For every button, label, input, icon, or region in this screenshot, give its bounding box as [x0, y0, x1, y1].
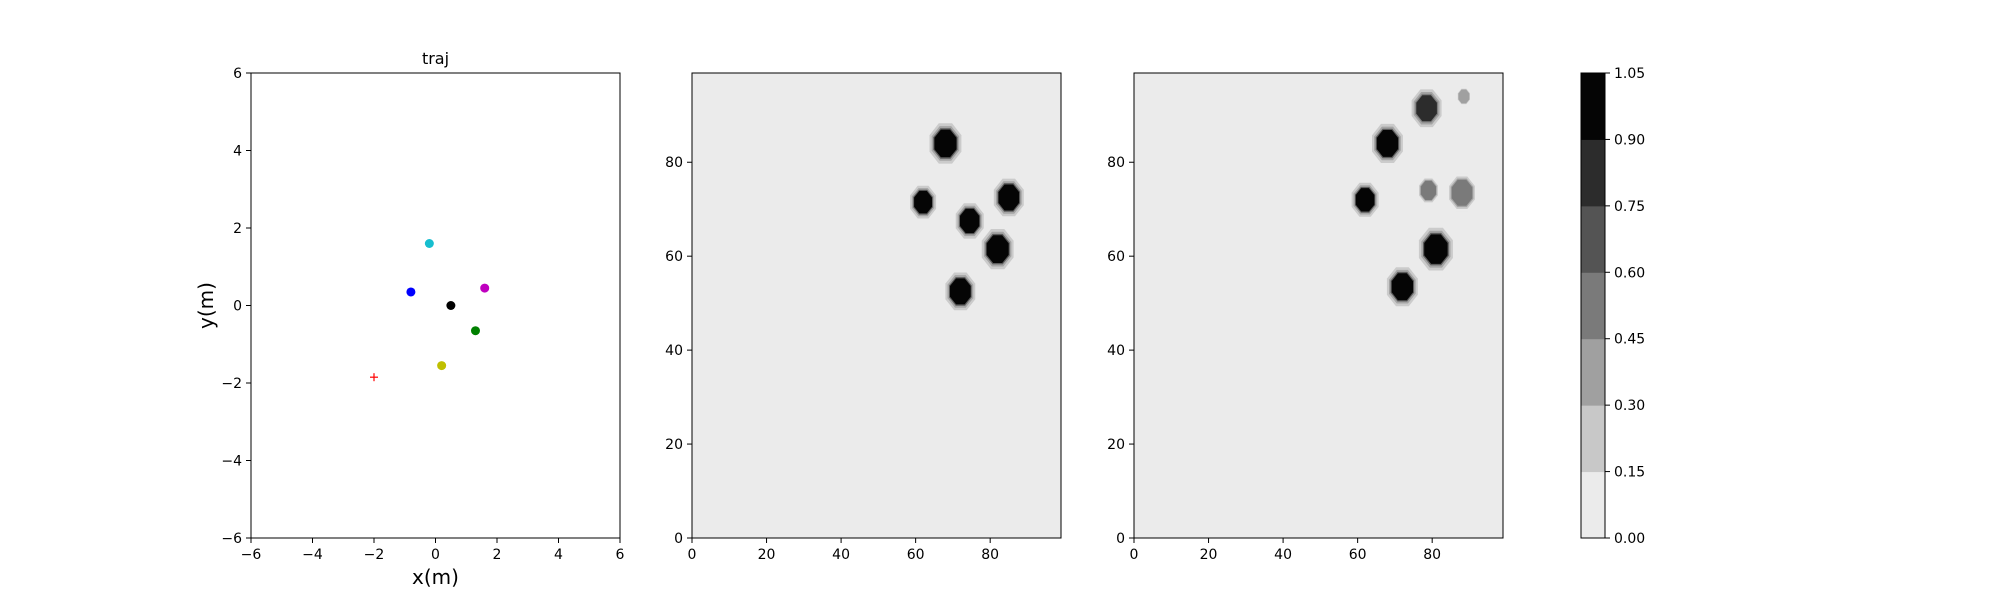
gt-blob [981, 229, 1014, 270]
pred-x-tick-label: 80 [1423, 547, 1441, 563]
trajectory-y-tick-label: 2 [233, 221, 242, 237]
gt-x-tick-label: 0 [688, 547, 697, 563]
pred-blob [1372, 123, 1403, 163]
occupancy-map-ground-truth: 0 20 40 60 80 0 20 40 60 80 [665, 72, 1062, 563]
colorbar-band [1581, 139, 1605, 207]
pred-y-tick-label: 20 [1107, 437, 1125, 453]
trajectory-x-ticks: −6 −4 −2 0 2 4 6 [241, 538, 625, 563]
trajectory-plot: −6 −4 −2 0 2 4 6 −6 −4 −2 0 2 4 6 traj x(m) y(m) [194, 49, 625, 589]
predicted-x-ticks: 0 20 40 60 80 [1130, 538, 1441, 563]
occupancy-map-ground-truth-area [692, 73, 1061, 538]
colorbar-band [1581, 73, 1605, 140]
colorbar-band [1581, 205, 1605, 273]
colorbar-tick-label: 0.45 [1614, 332, 1645, 348]
pred-y-tick-label: 80 [1107, 155, 1125, 171]
trajectory-y-tick-label: −6 [221, 531, 242, 547]
colorbar: 0.00 0.15 0.30 0.45 0.60 0.75 0.90 1.05 [1580, 66, 1645, 547]
pred-blob [1386, 267, 1418, 307]
trajectory-y-ticks: −6 −4 −2 0 2 4 6 [221, 66, 251, 547]
gt-blob [955, 203, 984, 239]
trajectory-points [370, 239, 490, 382]
gt-x-tick-label: 40 [832, 547, 850, 563]
trajectory-point-plus [370, 373, 378, 382]
colorbar-tick-label: 0.00 [1614, 531, 1645, 547]
gt-x-tick-label: 80 [981, 547, 999, 563]
colorbar-band [1581, 405, 1605, 473]
trajectory-point [480, 283, 490, 293]
colorbar-tick-label: 0.60 [1614, 265, 1645, 281]
colorbar-tick-label: 0.30 [1614, 398, 1645, 414]
colorbar-tick-label: 0.15 [1614, 465, 1645, 481]
colorbar-tick-label: 0.90 [1614, 132, 1645, 148]
gt-blob [945, 272, 976, 311]
colorbar-band [1581, 272, 1605, 340]
pred-blob [1417, 176, 1440, 205]
trajectory-y-tick-label: 4 [233, 144, 242, 160]
colorbar-band [1581, 338, 1605, 406]
trajectory-y-tick-label: 6 [233, 66, 242, 82]
trajectory-plot-area [250, 72, 621, 539]
pred-x-tick-label: 20 [1200, 547, 1218, 563]
pred-y-tick-label: 0 [1116, 531, 1125, 547]
trajectory-title: traj [422, 49, 449, 68]
pred-y-tick-label: 60 [1107, 249, 1125, 265]
trajectory-point [470, 326, 480, 336]
colorbar-tick-label: 1.05 [1614, 66, 1645, 82]
pred-blob [1351, 182, 1379, 217]
colorbar-bands [1581, 73, 1605, 539]
gt-y-tick-label: 20 [665, 437, 683, 453]
pred-x-tick-label: 40 [1274, 547, 1292, 563]
trajectory-x-tick-label: 2 [493, 547, 502, 563]
trajectory-x-tick-label: −6 [241, 547, 262, 563]
ground-truth-y-ticks: 0 20 40 60 80 [665, 155, 692, 547]
trajectory-point [424, 239, 434, 248]
pred-x-tick-label: 0 [1130, 547, 1139, 563]
trajectory-x-label: x(m) [412, 565, 459, 589]
occupancy-map-predicted: 0 20 40 60 80 0 20 40 60 80 [1107, 72, 1504, 563]
gt-y-tick-label: 60 [665, 249, 683, 265]
trajectory-y-tick-label: 0 [233, 299, 242, 315]
gt-blob [910, 185, 937, 219]
trajectory-point [437, 361, 447, 371]
trajectory-point [406, 287, 416, 297]
colorbar-tick-label: 0.75 [1614, 199, 1645, 215]
trajectory-x-tick-label: −4 [302, 547, 323, 563]
gt-y-tick-label: 40 [665, 343, 683, 359]
trajectory-x-tick-label: 6 [616, 547, 625, 563]
gt-y-tick-label: 80 [665, 155, 683, 171]
pred-blob [1455, 86, 1472, 107]
trajectory-y-tick-label: −2 [221, 376, 242, 392]
gt-x-tick-label: 20 [758, 547, 776, 563]
pred-blob [1411, 89, 1442, 128]
ground-truth-x-ticks: 0 20 40 60 80 [688, 538, 999, 563]
predicted-y-ticks: 0 20 40 60 80 [1107, 155, 1134, 547]
pred-blob [1447, 173, 1477, 212]
ground-truth-blobs [910, 123, 1024, 311]
trajectory-x-tick-label: −2 [364, 547, 385, 563]
pred-blob [1418, 227, 1453, 271]
trajectory-y-label: y(m) [194, 282, 218, 329]
trajectory-y-tick-label: −4 [221, 454, 242, 470]
gt-blob [993, 178, 1024, 217]
trajectory-x-tick-label: 0 [431, 547, 440, 563]
predicted-blobs [1351, 86, 1477, 307]
pred-y-tick-label: 40 [1107, 343, 1125, 359]
trajectory-point [446, 301, 456, 310]
colorbar-band [1581, 471, 1605, 539]
gt-y-tick-label: 0 [674, 531, 683, 547]
pred-x-tick-label: 60 [1349, 547, 1367, 563]
occupancy-map-predicted-area [1134, 73, 1503, 538]
gt-x-tick-label: 60 [907, 547, 925, 563]
gt-blob [929, 123, 962, 164]
trajectory-x-tick-label: 4 [554, 547, 563, 563]
colorbar-ticks: 0.00 0.15 0.30 0.45 0.60 0.75 0.90 1.05 [1605, 66, 1645, 547]
